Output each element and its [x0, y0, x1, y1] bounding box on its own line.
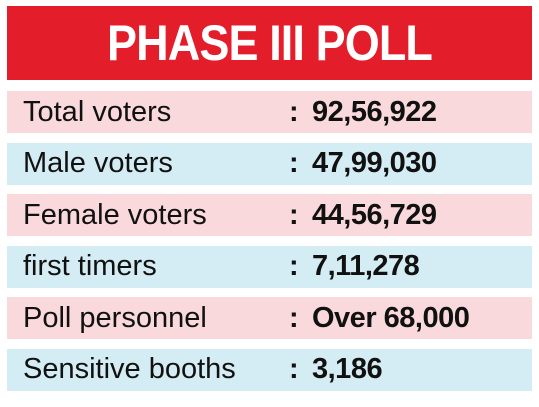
stat-separator: :	[289, 147, 299, 179]
stat-row-poll-personnel: Poll personnel : Over 68,000	[7, 297, 532, 339]
stats-table: Total voters : 92,56,922 Male voters : 4…	[7, 91, 532, 400]
stat-value: Over 68,000	[312, 301, 470, 334]
stat-separator: :	[289, 198, 299, 231]
stat-row-sensitive-booths: Sensitive booths : 3,186	[7, 348, 532, 391]
stat-separator: :	[289, 353, 299, 385]
stat-row-male-voters: Male voters : 47,99,030	[7, 142, 532, 185]
stat-label: Total voters	[23, 95, 172, 128]
stat-row-total-voters: Total voters : 92,56,922	[7, 91, 532, 133]
stat-value: 3,186	[312, 353, 383, 385]
stat-label: Sensitive booths	[23, 353, 236, 385]
stat-separator: :	[289, 95, 299, 128]
stat-value: 44,56,729	[312, 198, 437, 231]
stat-label: Poll personnel	[23, 301, 207, 334]
stat-separator: :	[289, 301, 299, 334]
stat-row-female-voters: Female voters : 44,56,729	[7, 194, 532, 236]
stat-value: 7,11,278	[312, 250, 420, 282]
stat-value: 47,99,030	[312, 147, 437, 179]
stat-separator: :	[289, 250, 299, 282]
stat-row-first-timers: first timers : 7,11,278	[7, 245, 532, 288]
stat-label: first timers	[23, 250, 157, 282]
stat-label: Male voters	[23, 147, 173, 179]
title-banner: PHASE III POLL	[7, 6, 532, 80]
stat-label: Female voters	[23, 198, 207, 231]
stat-value: 92,56,922	[312, 95, 437, 128]
page-title: PHASE III POLL	[107, 15, 433, 71]
